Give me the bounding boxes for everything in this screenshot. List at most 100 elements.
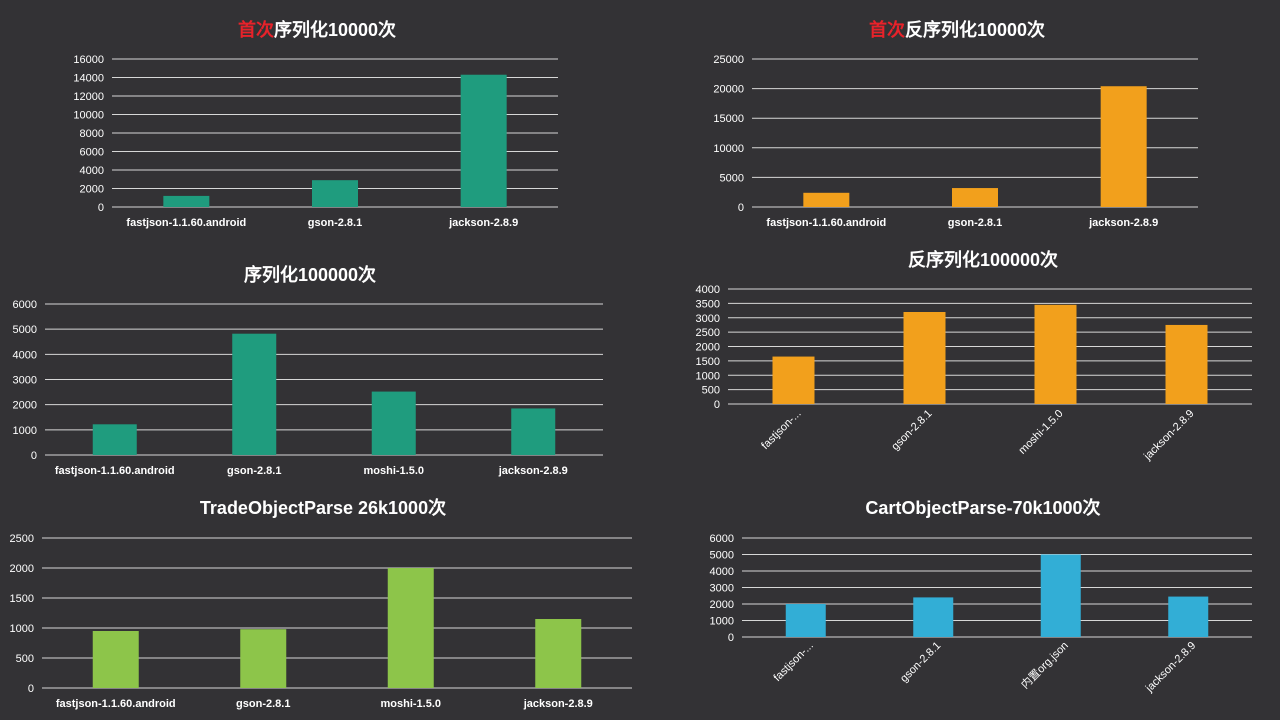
chart-title: 序列化100000次 bbox=[244, 264, 376, 285]
bar bbox=[1034, 304, 1077, 404]
y-tick-label: 8000 bbox=[80, 128, 104, 140]
y-tick-label: 20000 bbox=[713, 84, 744, 96]
x-category-label: moshi-1.5.0 bbox=[363, 465, 424, 477]
y-tick-label: 3000 bbox=[710, 583, 734, 595]
x-category-label: jackson-2.8.9 bbox=[523, 698, 593, 710]
y-tick-label: 1000 bbox=[13, 425, 37, 437]
y-tick-label: 3000 bbox=[13, 375, 37, 387]
chart-title-text: 反序列化10000次 bbox=[905, 19, 1045, 40]
bar bbox=[952, 188, 998, 207]
y-tick-label: 5000 bbox=[13, 324, 37, 336]
bar bbox=[92, 631, 139, 688]
bar bbox=[913, 597, 954, 637]
bar bbox=[1165, 324, 1208, 404]
y-tick-label: 6000 bbox=[80, 147, 104, 159]
y-tick-label: 15000 bbox=[713, 113, 744, 125]
bar bbox=[1100, 86, 1147, 207]
x-category-label: gson-2.8.1 bbox=[227, 465, 281, 477]
chart-title-text: 反序列化100000次 bbox=[908, 249, 1058, 270]
y-tick-label: 500 bbox=[702, 385, 720, 397]
x-category-label: fastjson-1.1.60.android bbox=[126, 217, 246, 229]
y-tick-label: 0 bbox=[98, 202, 104, 214]
bar bbox=[92, 424, 137, 455]
bar bbox=[460, 74, 507, 207]
x-category-label: 内置org.json bbox=[1018, 638, 1071, 691]
y-tick-label: 4000 bbox=[13, 349, 37, 361]
y-tick-label: 1500 bbox=[696, 356, 720, 368]
y-tick-label: 5000 bbox=[710, 550, 734, 562]
chart-title-accent: 首次 bbox=[238, 19, 274, 40]
y-tick-label: 0 bbox=[31, 450, 37, 462]
y-tick-label: 1000 bbox=[696, 370, 720, 382]
x-category-label: fastjson-... bbox=[759, 408, 803, 452]
y-tick-label: 4000 bbox=[80, 165, 104, 177]
x-category-label: fastjson-... bbox=[772, 640, 816, 684]
y-tick-label: 0 bbox=[728, 632, 734, 644]
chart-3: 序列化100000次 0 1000 2000 3000 4000 5000 6000 fastj… bbox=[13, 264, 603, 477]
x-category-label: moshi-1.5.0 bbox=[380, 698, 441, 710]
chart-5: TradeObjectParse 26k1000次 0 500 1000 1500 200… bbox=[10, 497, 632, 710]
chart-title-accent: 首次 bbox=[869, 19, 905, 40]
bar bbox=[511, 408, 556, 455]
y-tick-label: 500 bbox=[16, 653, 34, 665]
y-tick-label: 4000 bbox=[710, 566, 734, 578]
y-tick-label: 2000 bbox=[696, 342, 720, 354]
y-tick-label: 6000 bbox=[710, 533, 734, 545]
y-tick-label: 2000 bbox=[10, 563, 34, 575]
bar bbox=[535, 619, 582, 688]
bar bbox=[772, 356, 815, 404]
x-category-label: fastjson-1.1.60.android bbox=[766, 217, 886, 229]
x-category-label: jackson-2.8.9 bbox=[448, 217, 518, 229]
bar bbox=[240, 629, 287, 688]
chart-title: 反序列化100000次 bbox=[908, 249, 1058, 270]
y-tick-label: 3000 bbox=[696, 313, 720, 325]
x-category-label: jackson-2.8.9 bbox=[1141, 408, 1196, 463]
bar bbox=[1040, 554, 1081, 637]
bar bbox=[1168, 596, 1209, 637]
y-tick-label: 5000 bbox=[720, 172, 744, 184]
y-tick-label: 0 bbox=[714, 399, 720, 411]
chart-title: TradeObjectParse 26k1000次 bbox=[200, 497, 446, 518]
x-category-label: jackson-2.8.9 bbox=[498, 465, 568, 477]
x-category-label: fastjson-1.1.60.android bbox=[55, 465, 175, 477]
y-tick-label: 0 bbox=[738, 202, 744, 214]
bar bbox=[312, 180, 358, 207]
x-category-label: gson-2.8.1 bbox=[308, 217, 362, 229]
x-category-label: gson-2.8.1 bbox=[898, 640, 943, 685]
x-category-label: jackson-2.8.9 bbox=[1143, 640, 1198, 695]
chart-1: 首次序列化10000次 0 2000 4000 6000 8000 10000 12000 14… bbox=[73, 19, 558, 229]
chart-2: 首次反序列化10000次 0 5000 10000 15000 20000 25000 fas… bbox=[713, 19, 1198, 229]
bar bbox=[785, 604, 826, 637]
bar bbox=[232, 333, 277, 455]
bar bbox=[387, 568, 434, 688]
x-category-label: gson-2.8.1 bbox=[948, 217, 1002, 229]
bar bbox=[371, 391, 416, 455]
y-tick-label: 2000 bbox=[13, 400, 37, 412]
x-category-label: jackson-2.8.9 bbox=[1088, 217, 1158, 229]
y-tick-label: 2000 bbox=[710, 599, 734, 611]
y-tick-label: 3500 bbox=[696, 298, 720, 310]
chart-title-text: 序列化10000次 bbox=[274, 19, 396, 40]
chart-title: CartObjectParse-70k1000次 bbox=[865, 497, 1100, 518]
y-tick-label: 2500 bbox=[696, 327, 720, 339]
y-tick-label: 10000 bbox=[713, 143, 744, 155]
chart-4: 反序列化100000次 0 500 1000 1500 2000 2500 3000 3500 4… bbox=[696, 249, 1252, 463]
x-category-label: gson-2.8.1 bbox=[236, 698, 290, 710]
y-tick-label: 1000 bbox=[10, 623, 34, 635]
x-category-label: moshi-1.5.0 bbox=[1016, 408, 1065, 457]
bar bbox=[163, 195, 210, 207]
chart-title-text: 序列化100000次 bbox=[244, 264, 376, 285]
y-tick-label: 4000 bbox=[696, 284, 720, 296]
chart-title-text: CartObjectParse-70k1000次 bbox=[865, 497, 1100, 518]
chart-title: 首次反序列化10000次 bbox=[869, 19, 1045, 40]
y-tick-label: 14000 bbox=[73, 73, 104, 85]
y-tick-label: 2500 bbox=[10, 533, 34, 545]
bar bbox=[803, 192, 850, 207]
y-tick-label: 12000 bbox=[73, 91, 104, 103]
y-tick-label: 6000 bbox=[13, 299, 37, 311]
y-tick-label: 1000 bbox=[710, 616, 734, 628]
y-tick-label: 25000 bbox=[713, 54, 744, 66]
y-tick-label: 0 bbox=[28, 683, 34, 695]
chart-6: CartObjectParse-70k1000次 0 1000 2000 3000 400… bbox=[710, 497, 1252, 695]
